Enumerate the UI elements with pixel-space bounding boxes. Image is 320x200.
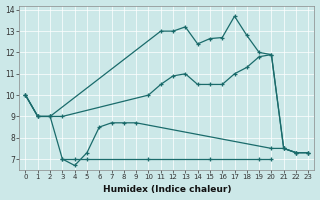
X-axis label: Humidex (Indice chaleur): Humidex (Indice chaleur) bbox=[103, 185, 231, 194]
